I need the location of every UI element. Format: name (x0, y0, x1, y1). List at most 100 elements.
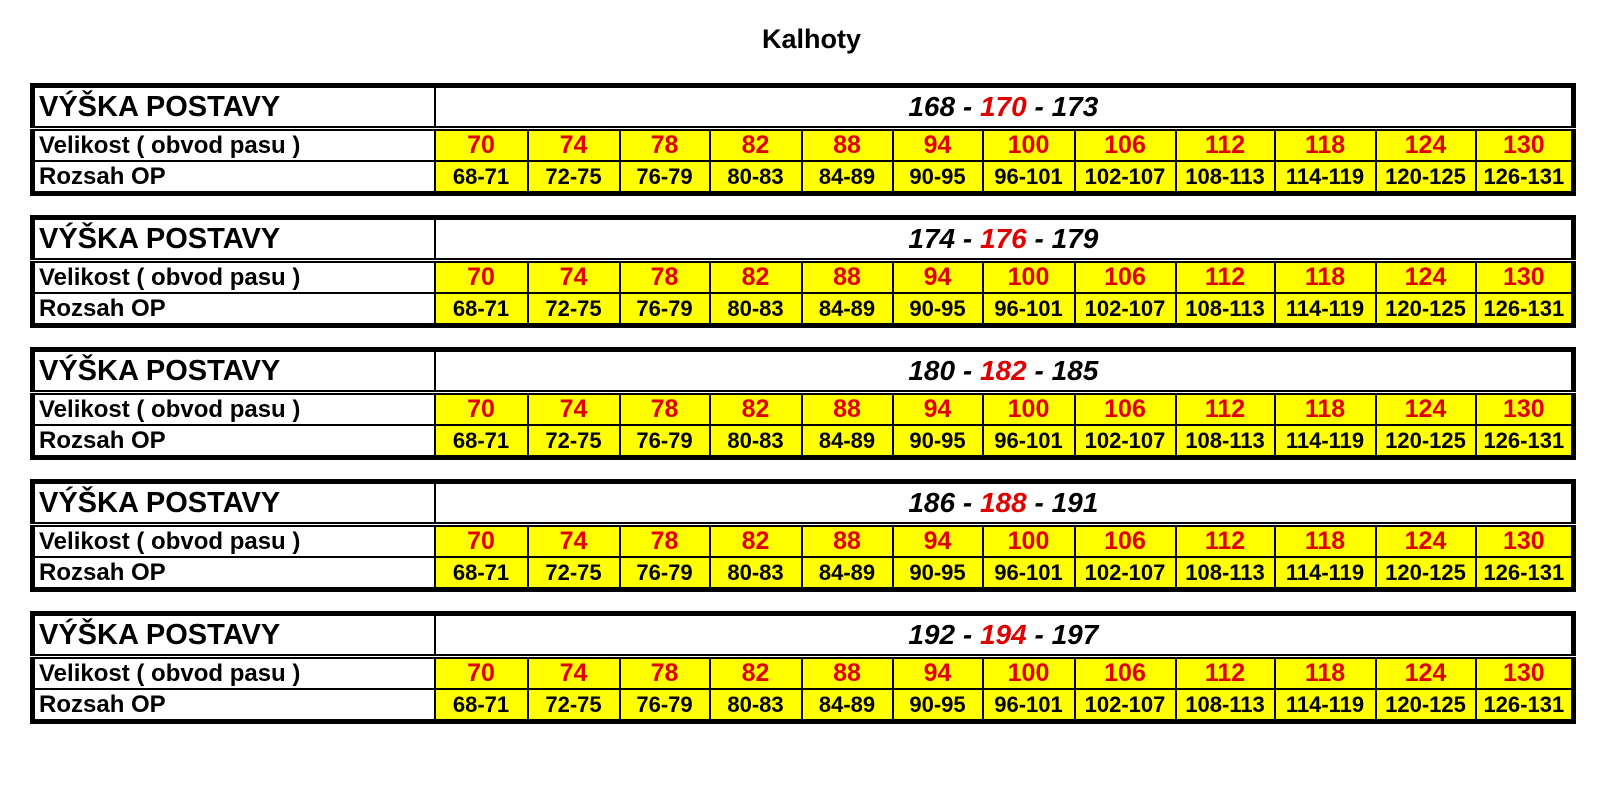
size-cell: 94 (891, 655, 984, 690)
range-cell: 108-113 (1174, 424, 1276, 459)
range-cell: 96-101 (981, 292, 1076, 327)
size-cell: 88 (800, 655, 894, 690)
height-range: 186 - 188 - 191 (433, 480, 1575, 527)
size-row: Velikost ( obvod pasu ) 70 74 78 82 88 94 100 10… (31, 259, 1575, 294)
size-cell: 124 (1374, 127, 1477, 162)
range-cell: 72-75 (526, 424, 621, 459)
height-label: VÝŠKA POSTAVY (31, 612, 436, 659)
size-cell: 70 (433, 655, 529, 690)
range-label: Rozsah OP (31, 292, 436, 327)
height-label: VÝŠKA POSTAVY (31, 216, 436, 263)
size-cell: 124 (1374, 655, 1477, 690)
height-range: 192 - 194 - 197 (433, 612, 1575, 659)
range-row: Rozsah OP 68-71 72-75 76-79 80-83 84-89 90-95 9… (31, 688, 1575, 723)
size-table: VÝŠKA POSTAVY 192 - 194 - 197 Velikost ( … (30, 611, 1577, 724)
range-cell: 126-131 (1474, 556, 1575, 591)
size-cell: 112 (1174, 127, 1276, 162)
size-cell: 106 (1073, 523, 1177, 558)
range-cell: 76-79 (618, 292, 711, 327)
range-cell: 76-79 (618, 688, 711, 723)
range-cell: 96-101 (981, 424, 1076, 459)
range-cell: 84-89 (800, 556, 894, 591)
size-label: Velikost ( obvod pasu ) (31, 127, 436, 162)
range-cell: 90-95 (891, 556, 984, 591)
size-cell: 88 (800, 127, 894, 162)
height-low: 186 (908, 487, 956, 518)
range-cell: 102-107 (1073, 688, 1177, 723)
height-label: VÝŠKA POSTAVY (31, 84, 436, 131)
range-cell: 108-113 (1174, 160, 1276, 195)
range-cell: 114-119 (1273, 556, 1377, 591)
size-row: Velikost ( obvod pasu ) 70 74 78 82 88 94 100 10… (31, 523, 1575, 558)
range-cell: 126-131 (1474, 424, 1575, 459)
size-cell: 70 (433, 391, 529, 426)
size-cell: 82 (708, 391, 803, 426)
range-cell: 120-125 (1374, 556, 1477, 591)
range-cell: 120-125 (1374, 160, 1477, 195)
range-label: Rozsah OP (31, 556, 436, 591)
range-cell: 90-95 (891, 292, 984, 327)
size-row: Velikost ( obvod pasu ) 70 74 78 82 88 94 100 10… (31, 127, 1575, 162)
height-high: 191 (1051, 487, 1099, 518)
range-cell: 80-83 (708, 688, 803, 723)
size-cell: 118 (1273, 127, 1377, 162)
size-cell: 78 (618, 655, 711, 690)
size-cell: 88 (800, 391, 894, 426)
height-low: 192 (908, 619, 956, 650)
size-row: Velikost ( obvod pasu ) 70 74 78 82 88 94 100 10… (31, 655, 1575, 690)
range-cell: 102-107 (1073, 556, 1177, 591)
size-cell: 78 (618, 259, 711, 294)
range-cell: 80-83 (708, 556, 803, 591)
range-cell: 96-101 (981, 160, 1076, 195)
size-cell: 100 (981, 391, 1076, 426)
range-cell: 76-79 (618, 160, 711, 195)
range-cell: 80-83 (708, 292, 803, 327)
range-cell: 114-119 (1273, 160, 1377, 195)
size-cell: 70 (433, 127, 529, 162)
range-cell: 68-71 (433, 556, 529, 591)
height-range: 174 - 176 - 179 (433, 216, 1575, 263)
size-cell: 106 (1073, 655, 1177, 690)
range-cell: 84-89 (800, 160, 894, 195)
size-cell: 130 (1474, 259, 1575, 294)
range-cell: 96-101 (981, 688, 1076, 723)
height-mid: 176 (979, 223, 1027, 254)
size-label: Velikost ( obvod pasu ) (31, 523, 436, 558)
range-label: Rozsah OP (31, 688, 436, 723)
size-cell: 94 (891, 391, 984, 426)
range-row: Rozsah OP 68-71 72-75 76-79 80-83 84-89 90-95 9… (31, 160, 1575, 195)
height-high: 197 (1051, 619, 1099, 650)
size-cell: 118 (1273, 259, 1377, 294)
height-label: VÝŠKA POSTAVY (31, 480, 436, 527)
size-cell: 130 (1474, 655, 1575, 690)
range-cell: 68-71 (433, 424, 529, 459)
range-cell: 108-113 (1174, 556, 1276, 591)
height-row: VÝŠKA POSTAVY 174 - 176 - 179 (31, 216, 1575, 263)
height-row: VÝŠKA POSTAVY 180 - 182 - 185 (31, 348, 1575, 395)
height-low: 180 (908, 355, 956, 386)
range-cell: 72-75 (526, 688, 621, 723)
range-cell: 68-71 (433, 688, 529, 723)
range-cell: 68-71 (433, 292, 529, 327)
range-cell: 126-131 (1474, 688, 1575, 723)
size-cell: 70 (433, 259, 529, 294)
size-cell: 130 (1474, 391, 1575, 426)
size-cell: 88 (800, 523, 894, 558)
size-table: VÝŠKA POSTAVY 174 - 176 - 179 Velikost ( … (30, 215, 1577, 328)
range-cell: 84-89 (800, 688, 894, 723)
range-cell: 114-119 (1273, 424, 1377, 459)
size-table: VÝŠKA POSTAVY 186 - 188 - 191 Velikost ( … (30, 479, 1577, 592)
range-cell: 76-79 (618, 424, 711, 459)
height-range: 180 - 182 - 185 (433, 348, 1575, 395)
size-cell: 74 (526, 391, 621, 426)
range-cell: 96-101 (981, 556, 1076, 591)
size-cell: 78 (618, 523, 711, 558)
range-cell: 120-125 (1374, 292, 1477, 327)
size-cell: 112 (1174, 655, 1276, 690)
range-row: Rozsah OP 68-71 72-75 76-79 80-83 84-89 90-95 9… (31, 292, 1575, 327)
size-cell: 94 (891, 259, 984, 294)
range-cell: 72-75 (526, 292, 621, 327)
range-cell: 102-107 (1073, 292, 1177, 327)
range-cell: 108-113 (1174, 688, 1276, 723)
size-cell: 94 (891, 127, 984, 162)
